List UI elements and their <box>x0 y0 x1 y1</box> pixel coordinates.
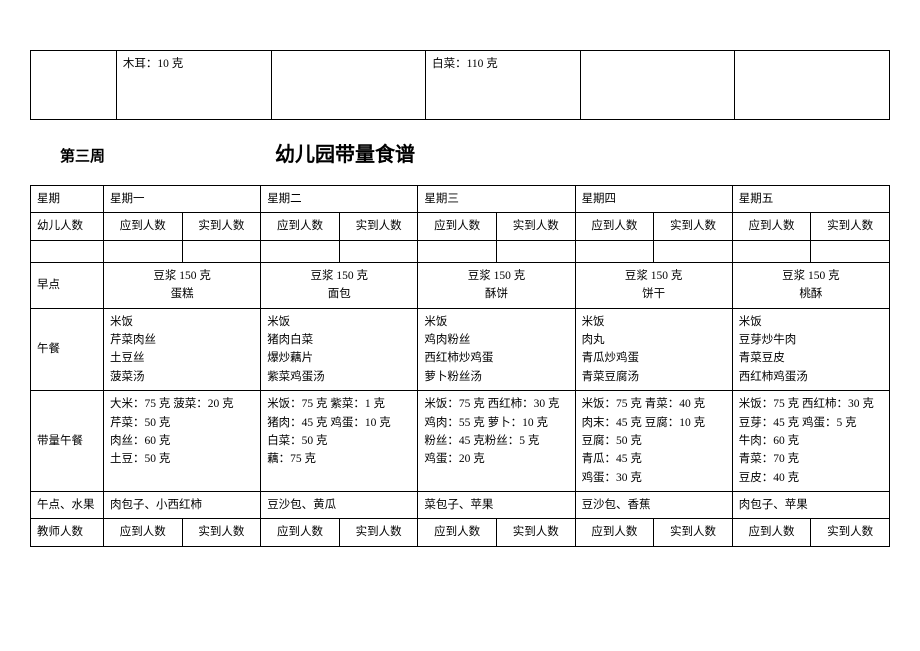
hdr-mon: 星期一 <box>104 186 261 213</box>
lunch-tue: 米饭猪肉白菜爆炒藕片紫菜鸡蛋汤 <box>261 308 418 391</box>
tc-tue-actual: 实到人数 <box>339 519 418 546</box>
hdr-weekday: 星期 <box>31 186 104 213</box>
row-teacher-count: 教师人数 应到人数 实到人数 应到人数 实到人数 应到人数 实到人数 应到人数 … <box>31 519 890 546</box>
lq-thu: 米饭：75 克 青菜：40 克肉末：45 克 豆腐：10 克豆腐：50 克青瓜：… <box>575 391 732 492</box>
cc-label-blank <box>31 240 104 262</box>
main-title: 幼儿园带量食谱 <box>275 138 415 167</box>
lq-mon: 大米：75 克 菠菜：20 克芹菜：50 克肉丝：60 克土豆：50 克 <box>104 391 261 492</box>
row-child-count: 幼儿人数 应到人数 实到人数 应到人数 实到人数 应到人数 实到人数 应到人数 … <box>31 213 890 240</box>
hdr-afternoon-snack: 午点、水果 <box>31 492 104 519</box>
thu-should: 应到人数 <box>575 213 654 240</box>
top-cell-4: 白菜：110 克 <box>426 51 581 120</box>
ms-thu: 豆浆 150 克饼干 <box>575 262 732 308</box>
cc-tue-s <box>261 240 340 262</box>
as-tue: 豆沙包、黄瓜 <box>261 492 418 519</box>
hdr-morning-snack: 早点 <box>31 262 104 308</box>
tc-fri-should: 应到人数 <box>732 519 811 546</box>
lq-tue: 米饭：75 克 紫菜：1 克猪肉：45 克 鸡蛋：10 克白菜：50 克藕：75… <box>261 391 418 492</box>
cc-fri-s <box>732 240 811 262</box>
tue-should: 应到人数 <box>261 213 340 240</box>
cc-mon-a <box>182 240 261 262</box>
row-lunch: 午餐 米饭芹菜肉丝土豆丝菠菜汤 米饭猪肉白菜爆炒藕片紫菜鸡蛋汤 米饭鸡肉粉丝西红… <box>31 308 890 391</box>
hdr-fri: 星期五 <box>732 186 889 213</box>
thu-actual: 实到人数 <box>654 213 733 240</box>
lunch-thu: 米饭肉丸青瓜炒鸡蛋青菜豆腐汤 <box>575 308 732 391</box>
as-wed: 菜包子、苹果 <box>418 492 575 519</box>
top-cell-3 <box>271 51 426 120</box>
mon-actual: 实到人数 <box>182 213 261 240</box>
cc-wed-a <box>496 240 575 262</box>
row-morning-snack: 早点 豆浆 150 克蛋糕 豆浆 150 克面包 豆浆 150 克酥饼 豆浆 1… <box>31 262 890 308</box>
header-row-weekday: 星期 星期一 星期二 星期三 星期四 星期五 <box>31 186 890 213</box>
as-fri: 肉包子、苹果 <box>732 492 889 519</box>
mon-should: 应到人数 <box>104 213 183 240</box>
tc-fri-actual: 实到人数 <box>811 519 890 546</box>
wed-should: 应到人数 <box>418 213 497 240</box>
tc-tue-should: 应到人数 <box>261 519 340 546</box>
cc-thu-s <box>575 240 654 262</box>
tc-thu-should: 应到人数 <box>575 519 654 546</box>
week-label: 第三周 <box>60 145 105 166</box>
cc-mon-s <box>104 240 183 262</box>
wed-actual: 实到人数 <box>496 213 575 240</box>
title-row: 第三周 幼儿园带量食谱 <box>60 138 890 167</box>
tc-wed-should: 应到人数 <box>418 519 497 546</box>
as-thu: 豆沙包、香蕉 <box>575 492 732 519</box>
tc-mon-actual: 实到人数 <box>182 519 261 546</box>
ms-fri: 豆浆 150 克桃酥 <box>732 262 889 308</box>
cc-fri-a <box>811 240 890 262</box>
hdr-childcount: 幼儿人数 <box>31 213 104 240</box>
cc-tue-a <box>339 240 418 262</box>
row-afternoon-snack: 午点、水果 肉包子、小西红柿 豆沙包、黄瓜 菜包子、苹果 豆沙包、香蕉 肉包子、… <box>31 492 890 519</box>
top-cell-2: 木耳：10 克 <box>116 51 271 120</box>
lunch-fri: 米饭豆芽炒牛肉青菜豆皮西红柿鸡蛋汤 <box>732 308 889 391</box>
menu-table: 星期 星期一 星期二 星期三 星期四 星期五 幼儿人数 应到人数 实到人数 应到… <box>30 185 890 547</box>
tc-thu-actual: 实到人数 <box>654 519 733 546</box>
cc-wed-s <box>418 240 497 262</box>
as-mon: 肉包子、小西红柿 <box>104 492 261 519</box>
ms-mon: 豆浆 150 克蛋糕 <box>104 262 261 308</box>
hdr-teachercount: 教师人数 <box>31 519 104 546</box>
cc-thu-a <box>654 240 733 262</box>
hdr-lunch-qty: 带量午餐 <box>31 391 104 492</box>
top-fragment-table: 木耳：10 克 白菜：110 克 <box>30 50 890 120</box>
ms-tue: 豆浆 150 克面包 <box>261 262 418 308</box>
top-cell-6 <box>735 51 890 120</box>
lunch-wed: 米饭鸡肉粉丝西红柿炒鸡蛋萝卜粉丝汤 <box>418 308 575 391</box>
tue-actual: 实到人数 <box>339 213 418 240</box>
lq-wed: 米饭：75 克 西红柿：30 克鸡肉：55 克 萝卜：10 克粉丝：45 克粉丝… <box>418 391 575 492</box>
fri-should: 应到人数 <box>732 213 811 240</box>
hdr-wed: 星期三 <box>418 186 575 213</box>
hdr-lunch: 午餐 <box>31 308 104 391</box>
hdr-thu: 星期四 <box>575 186 732 213</box>
ms-wed: 豆浆 150 克酥饼 <box>418 262 575 308</box>
hdr-tue: 星期二 <box>261 186 418 213</box>
row-child-count-values <box>31 240 890 262</box>
lq-fri: 米饭：75 克 西红柿：30 克豆芽：45 克 鸡蛋：5 克牛肉：60 克青菜：… <box>732 391 889 492</box>
top-cell-5 <box>580 51 735 120</box>
top-cell-1 <box>31 51 117 120</box>
fri-actual: 实到人数 <box>811 213 890 240</box>
lunch-mon: 米饭芹菜肉丝土豆丝菠菜汤 <box>104 308 261 391</box>
tc-wed-actual: 实到人数 <box>496 519 575 546</box>
row-lunch-qty: 带量午餐 大米：75 克 菠菜：20 克芹菜：50 克肉丝：60 克土豆：50 … <box>31 391 890 492</box>
tc-mon-should: 应到人数 <box>104 519 183 546</box>
